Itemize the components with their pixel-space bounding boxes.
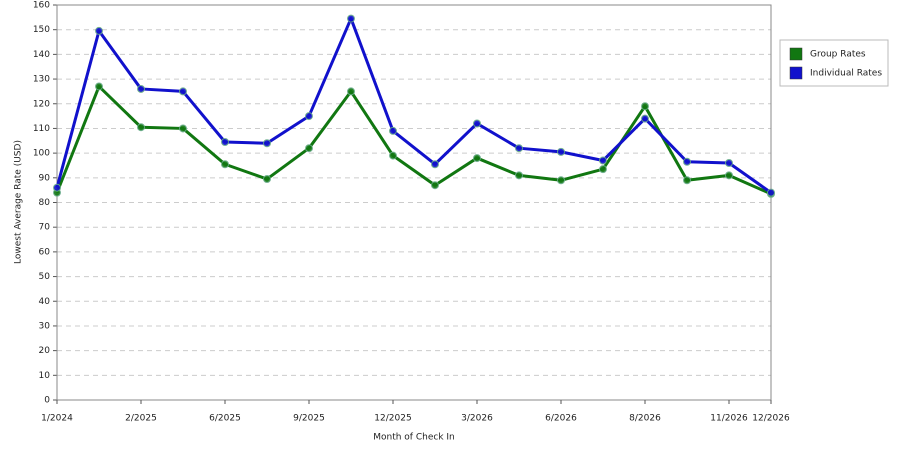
- y-axis-label: Lowest Average Rate (USD): [14, 140, 24, 264]
- y-tick-label: 20: [39, 346, 51, 356]
- data-point: [305, 112, 313, 121]
- data-point: [599, 165, 607, 174]
- data-point: [389, 126, 397, 135]
- data-point: [473, 154, 481, 163]
- y-tick-label: 120: [33, 99, 50, 109]
- x-tick-label: 6/2025: [209, 414, 241, 424]
- data-point: [389, 151, 397, 160]
- y-tick-label: 50: [39, 272, 51, 282]
- data-point: [95, 82, 103, 91]
- data-point: [683, 157, 691, 166]
- data-point: [515, 171, 523, 180]
- x-tick-label: 12/2026: [752, 414, 790, 424]
- data-point: [263, 175, 271, 184]
- y-tick-label: 60: [39, 247, 51, 257]
- data-point: [599, 156, 607, 165]
- series-line: [55, 84, 772, 196]
- data-point: [221, 138, 229, 147]
- y-tick-label: 80: [39, 198, 51, 208]
- data-point: [263, 139, 271, 148]
- data-point: [431, 181, 439, 190]
- x-tick-label: 2/2025: [125, 414, 157, 424]
- data-point: [725, 159, 733, 167]
- data-point: [641, 102, 649, 111]
- data-point: [473, 119, 481, 128]
- legend-label: Individual Rates: [810, 69, 882, 79]
- x-axis-label: Month of Check In: [373, 433, 455, 443]
- x-tick-label: 8/2026: [629, 414, 661, 424]
- data-point: [305, 144, 313, 153]
- data-point: [641, 114, 649, 123]
- y-tick-label: 40: [39, 297, 51, 307]
- y-tick-label: 100: [33, 149, 50, 159]
- y-tick-label: 130: [33, 75, 50, 85]
- series-line: [55, 17, 772, 194]
- x-tick-label: 12/2025: [374, 414, 411, 424]
- y-tick-label: 30: [39, 321, 51, 331]
- legend-label: Group Rates: [810, 50, 866, 60]
- y-tick-label: 0: [44, 396, 50, 406]
- data-point: [95, 26, 103, 35]
- y-tick-label: 160: [33, 1, 50, 11]
- data-point: [137, 84, 145, 93]
- y-tick-label: 10: [39, 371, 51, 381]
- data-point: [725, 171, 733, 180]
- data-point: [683, 176, 691, 185]
- legend-swatch: [789, 47, 803, 61]
- x-tick-label: 1/2024: [41, 414, 73, 424]
- x-tick-label: 6/2026: [545, 414, 577, 424]
- data-point: [347, 87, 355, 96]
- data-point: [179, 124, 187, 133]
- x-tick-label: 9/2025: [293, 414, 325, 424]
- data-point: [347, 14, 355, 23]
- plot-frame: [56, 4, 772, 401]
- data-point: [53, 183, 61, 192]
- data-point: [767, 188, 775, 197]
- y-tick-label: 110: [33, 124, 50, 134]
- data-point: [557, 147, 565, 156]
- x-tick-label: 11/2026: [710, 414, 748, 424]
- legend-swatch: [789, 66, 803, 80]
- data-point: [431, 160, 439, 169]
- data-point: [557, 176, 565, 185]
- y-tick-label: 150: [33, 25, 50, 35]
- data-point: [221, 160, 229, 169]
- y-tick-label: 140: [33, 50, 50, 60]
- data-point: [179, 87, 187, 96]
- x-tick-label: 3/2026: [461, 414, 493, 424]
- data-point: [515, 144, 523, 153]
- y-tick-label: 70: [39, 223, 51, 233]
- data-point: [137, 123, 145, 132]
- y-tick-label: 90: [39, 173, 51, 183]
